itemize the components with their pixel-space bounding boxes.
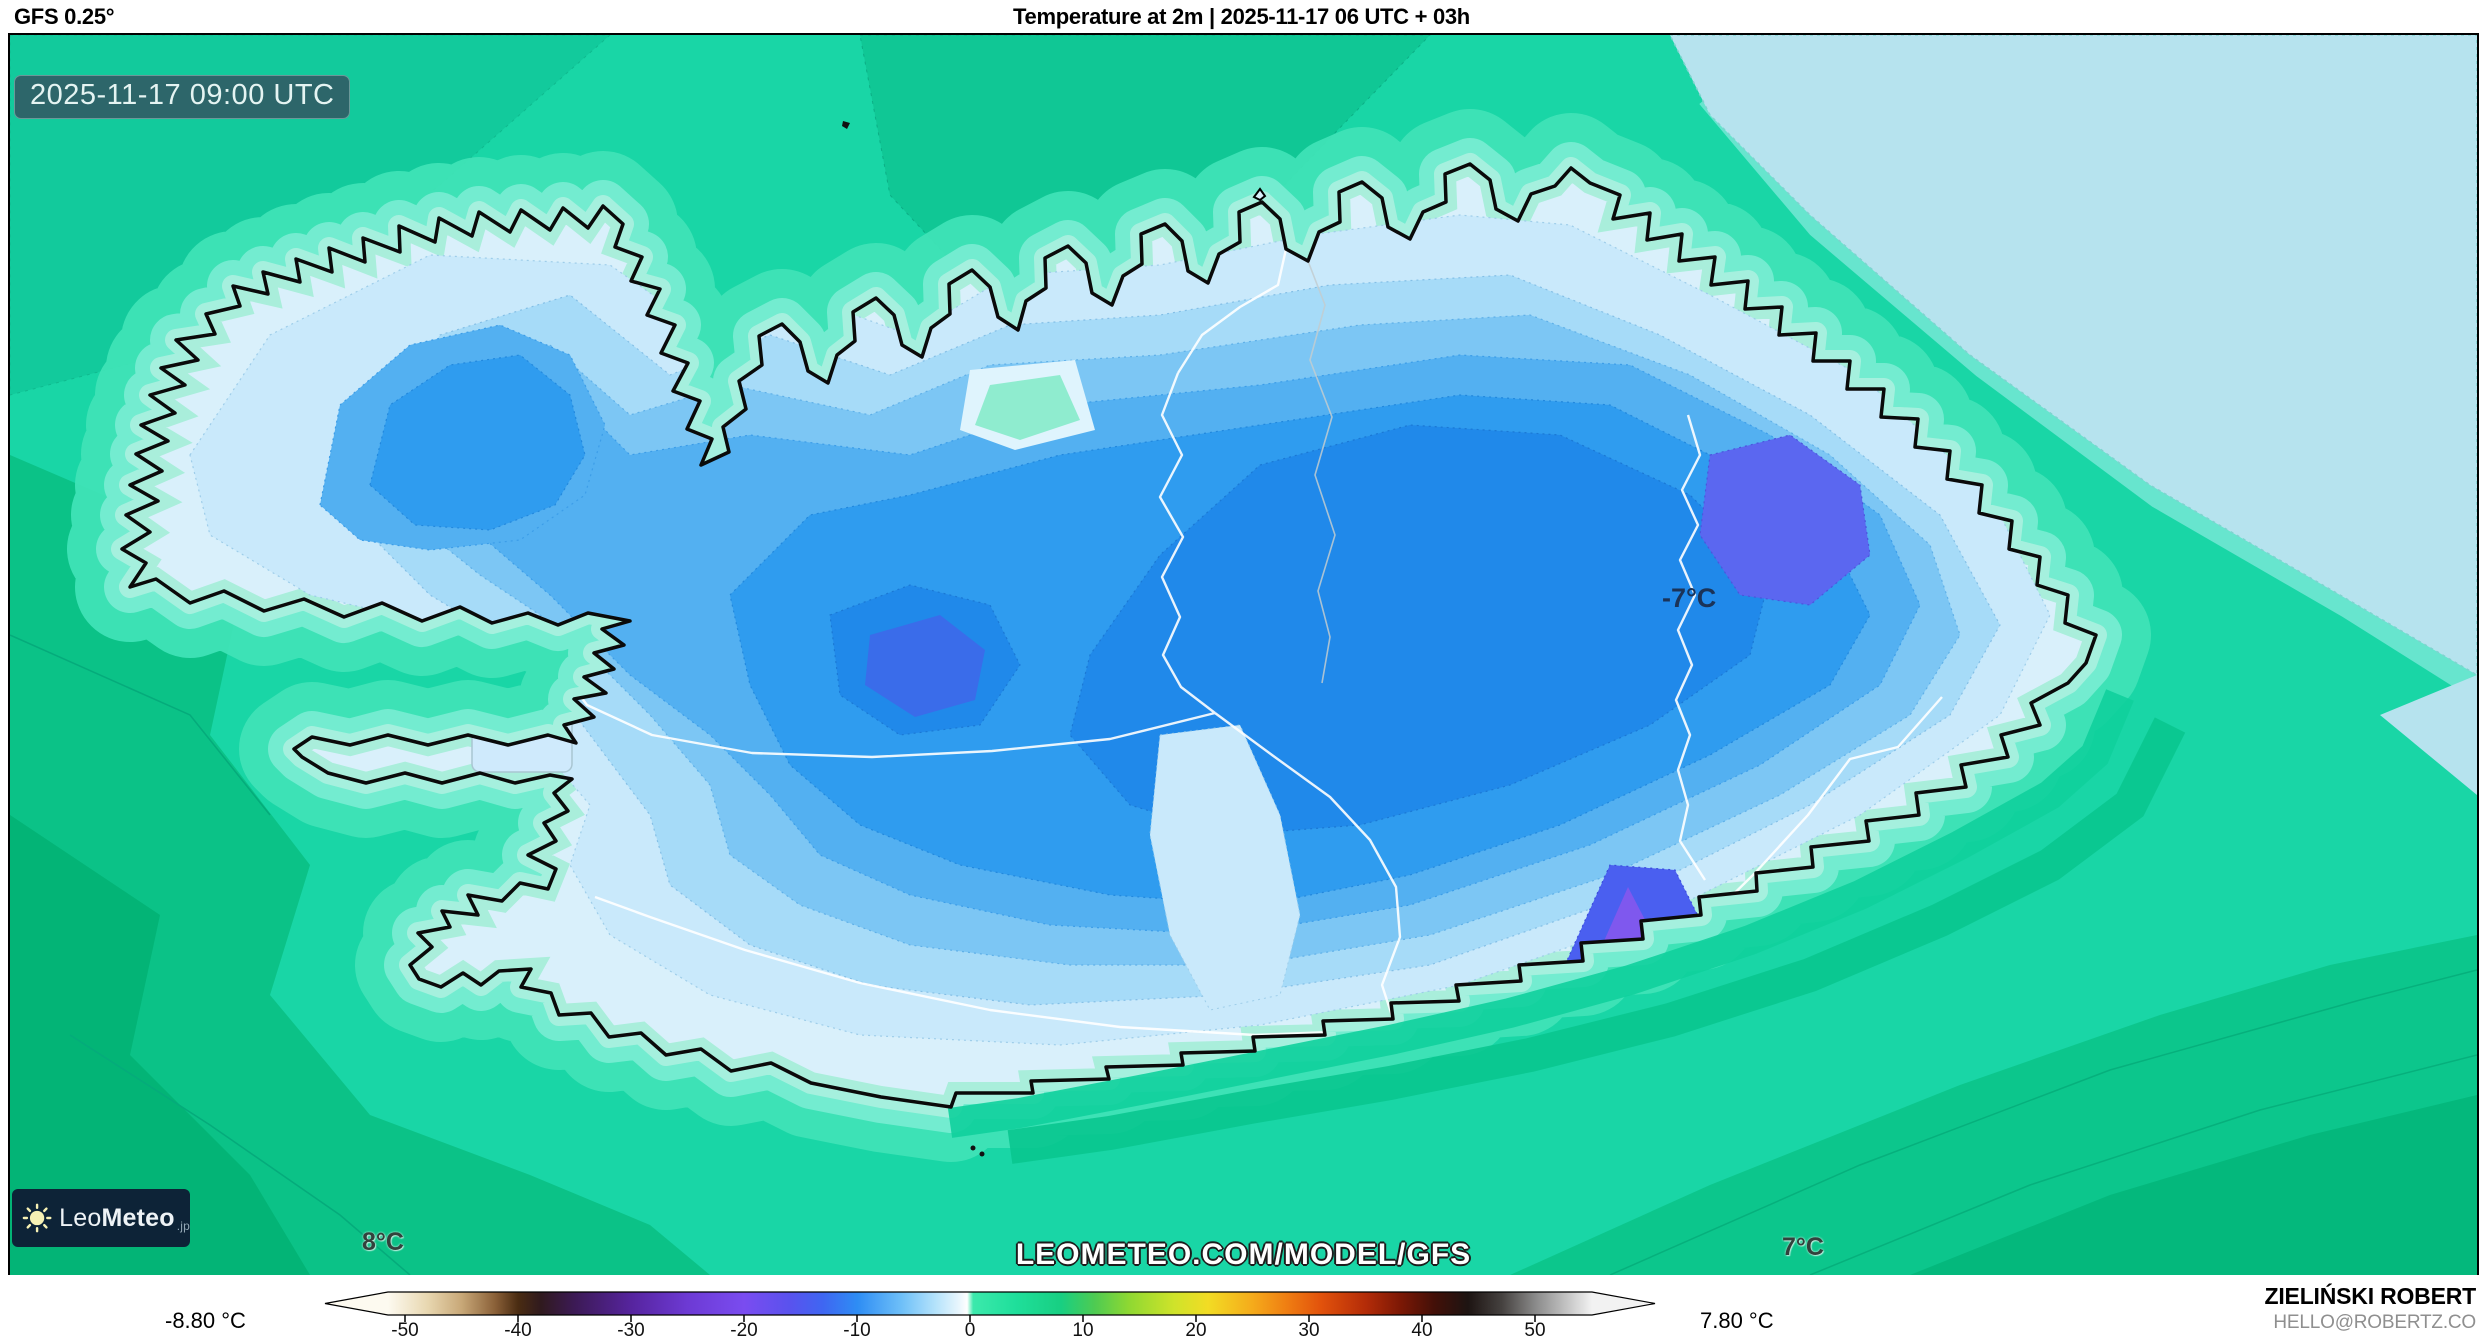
small-island bbox=[970, 1145, 976, 1151]
small-island bbox=[842, 121, 850, 129]
colorbar-tick-label: -40 bbox=[504, 1320, 531, 1338]
sea-region-southwest-deep bbox=[10, 815, 310, 1275]
colorbar-tick-label: -50 bbox=[391, 1320, 418, 1338]
sea-region-ice bbox=[1669, 35, 2477, 676]
valid-time-badge: 2025-11-17 09:00 UTC bbox=[14, 75, 351, 119]
watermark: LEOMETEO.COM/MODEL/GFS bbox=[1015, 1238, 1472, 1271]
temperature-map-svg bbox=[10, 35, 2477, 1275]
colorbar-arrow-bar bbox=[324, 1291, 1656, 1316]
page-title: Temperature at 2m | 2025-11-17 06 UTC + … bbox=[1013, 4, 1470, 29]
colorbar-tick-label: 0 bbox=[965, 1320, 976, 1338]
colorbar-tick-label: 30 bbox=[1298, 1320, 1319, 1338]
sea-region-west bbox=[10, 455, 710, 1275]
colorbar: -50 -40 -30 -20 -10 0 10 20 30 40 50 bbox=[324, 1291, 1656, 1338]
admin-boundary bbox=[1307, 260, 1336, 684]
temp-label-sea-left: 8°C bbox=[362, 1228, 404, 1256]
colorbar-tick-label: 20 bbox=[1185, 1320, 1206, 1338]
colorbar-tick-label: -20 bbox=[730, 1320, 757, 1338]
colorbar-tick-label: -30 bbox=[617, 1320, 644, 1338]
temp-label-sea-right: 7°C bbox=[1782, 1233, 1824, 1261]
leometeo-logo: LeoMeteo .jp bbox=[12, 1189, 190, 1247]
domain-min-label: -8.80 °C bbox=[165, 1308, 246, 1333]
colorbar-tick-label: 40 bbox=[1411, 1320, 1432, 1338]
small-island bbox=[979, 1151, 985, 1157]
sea-region-southeast-deep bbox=[1910, 1095, 2477, 1275]
temp-label-interior: -7°C bbox=[1662, 583, 1717, 613]
domain-max-label: 7.80 °C bbox=[1700, 1308, 1774, 1333]
credit-contact: HELLO@ROBERTZ.CO bbox=[2273, 1312, 2476, 1333]
credit-author: ZIELIŃSKI ROBERT bbox=[2264, 1283, 2477, 1309]
colorbar-tick-label: -10 bbox=[843, 1320, 870, 1338]
logo-wordmark: LeoMeteo .jp bbox=[59, 1203, 190, 1233]
map-canvas: 2025-11-17 09:00 UTC -7°C 8°C 7°C LEOMET… bbox=[8, 33, 2479, 1277]
sun-icon bbox=[22, 1203, 52, 1233]
colorbar-tick-label: 50 bbox=[1524, 1320, 1545, 1338]
small-island bbox=[1252, 187, 1267, 202]
colorbar-tick-label: 10 bbox=[1072, 1320, 1093, 1338]
iceland-interior bbox=[122, 164, 2096, 1107]
header-bar: GFS 0.25° Temperature at 2m | 2025-11-17… bbox=[0, 0, 2483, 33]
model-name: GFS 0.25° bbox=[14, 4, 115, 29]
